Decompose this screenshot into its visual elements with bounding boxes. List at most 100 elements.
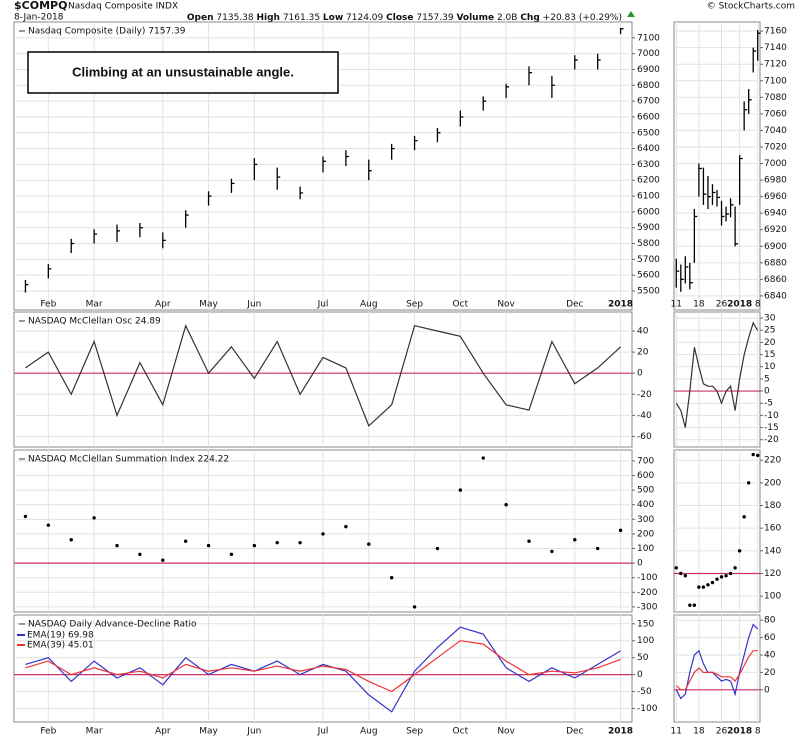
x-tick-label: 2018 bbox=[608, 300, 633, 310]
dot bbox=[724, 574, 728, 578]
y-tick-label: 140 bbox=[764, 546, 781, 556]
up-arrow bbox=[627, 11, 635, 17]
quote-label: High bbox=[256, 13, 279, 23]
y-tick-label: 100 bbox=[637, 636, 654, 646]
x-tick-label: Nov bbox=[497, 300, 515, 310]
y-tick-label: 5500 bbox=[637, 287, 660, 297]
y-tick-label: -40 bbox=[637, 411, 652, 421]
dot bbox=[683, 574, 688, 578]
legend-label: EMA(19) 69.98 bbox=[27, 631, 94, 641]
y-tick-label: -60 bbox=[637, 432, 652, 442]
y-tick-label: 0 bbox=[764, 685, 770, 695]
y-tick-label: 0 bbox=[764, 387, 770, 397]
x-tick-label: Sep bbox=[406, 727, 423, 737]
y-tick-label: 7000 bbox=[764, 159, 787, 169]
x-tick-label: Jul bbox=[317, 727, 329, 737]
y-tick-label: 6400 bbox=[637, 144, 660, 154]
dot bbox=[697, 585, 701, 589]
panel-title: NASDAQ McClellan Summation Index 224.22 bbox=[28, 455, 229, 465]
x-tick-label: Oct bbox=[453, 727, 469, 737]
y-tick-label: 7040 bbox=[764, 126, 787, 136]
dot bbox=[595, 546, 600, 551]
quote: Open 7135.38 High 7161.35 Low 7124.09 Cl… bbox=[187, 13, 622, 23]
x-tick-label: Oct bbox=[453, 300, 469, 310]
y-tick-label: 20 bbox=[764, 668, 776, 678]
y-tick-label: 400 bbox=[637, 500, 654, 510]
y-tick-label: 160 bbox=[764, 524, 781, 534]
x-tick-label: 8 bbox=[755, 300, 761, 310]
dot bbox=[692, 603, 697, 607]
y-tick-label: 200 bbox=[764, 478, 781, 488]
dot bbox=[688, 603, 692, 607]
dot bbox=[573, 538, 577, 542]
dot bbox=[252, 543, 257, 548]
y-tick-label: 220 bbox=[764, 456, 781, 466]
y-tick-label: 60 bbox=[764, 633, 776, 643]
y-tick-label: 6800 bbox=[637, 81, 660, 91]
x-tick-label: Aug bbox=[360, 300, 378, 310]
y-tick-label: -50 bbox=[637, 687, 652, 697]
y-tick-label: 7160 bbox=[764, 27, 787, 37]
dot bbox=[527, 539, 531, 543]
y-tick-label: -100 bbox=[637, 704, 658, 714]
dot bbox=[92, 516, 96, 520]
line bbox=[675, 623, 759, 700]
dot bbox=[275, 540, 279, 545]
line bbox=[25, 626, 621, 713]
y-tick-label: 6900 bbox=[637, 65, 660, 75]
y-tick-label: 6100 bbox=[637, 192, 660, 202]
line bbox=[25, 640, 621, 693]
y-tick-label: 0 bbox=[637, 369, 643, 379]
symbol-name: Nasdaq Composite INDX bbox=[68, 2, 178, 12]
quote-value: 2.0B bbox=[497, 13, 518, 23]
dot bbox=[706, 583, 710, 587]
y-tick-label: 7100 bbox=[637, 33, 660, 43]
y-tick-label: 600 bbox=[637, 471, 654, 481]
dot bbox=[229, 552, 234, 557]
y-tick-label: 500 bbox=[637, 486, 654, 496]
panel bbox=[673, 449, 761, 613]
dot bbox=[161, 558, 165, 562]
x-tick-label: May bbox=[199, 727, 218, 737]
dot bbox=[728, 571, 733, 576]
dot bbox=[746, 481, 751, 485]
quote-label: Volume bbox=[456, 13, 494, 23]
panel bbox=[673, 21, 761, 311]
line bbox=[675, 650, 758, 691]
annotation-box bbox=[27, 51, 339, 94]
y-tick-label: 120 bbox=[764, 569, 781, 579]
line bbox=[25, 324, 622, 427]
dot bbox=[504, 503, 508, 507]
y-tick-label: 0 bbox=[637, 670, 643, 680]
y-tick-label: 150 bbox=[637, 619, 654, 629]
dot bbox=[618, 528, 623, 533]
dot bbox=[435, 546, 440, 551]
y-tick-label: 5800 bbox=[637, 239, 660, 249]
x-tick-label: 11 bbox=[671, 727, 682, 737]
line bbox=[675, 321, 759, 428]
x-tick-label: Jun bbox=[246, 727, 261, 737]
y-tick-label: 100 bbox=[637, 544, 654, 554]
quote-value: 7161.35 bbox=[283, 13, 320, 23]
quote-label: Low bbox=[323, 13, 343, 23]
x-tick-label: Mar bbox=[86, 300, 103, 310]
dot bbox=[701, 585, 706, 589]
x-tick-label: Jul bbox=[317, 300, 329, 310]
y-tick-label: 5 bbox=[764, 374, 770, 384]
quote-value: +20.83 (+0.29%) bbox=[543, 13, 622, 23]
y-tick-label: 6200 bbox=[637, 176, 660, 186]
dot bbox=[389, 576, 394, 580]
y-tick-label: 100 bbox=[764, 592, 781, 602]
x-tick-label: 18 bbox=[693, 727, 705, 737]
dot bbox=[115, 543, 119, 548]
y-tick-label: -200 bbox=[637, 588, 658, 598]
y-tick-label: 180 bbox=[764, 501, 781, 511]
y-tick-label: 7100 bbox=[764, 76, 787, 86]
y-tick-label: -300 bbox=[637, 602, 658, 612]
quote-label: Close bbox=[386, 13, 413, 23]
date: 8-Jan-2018 bbox=[14, 13, 64, 23]
y-tick-label: 50 bbox=[637, 653, 649, 663]
dot bbox=[679, 571, 683, 576]
dot bbox=[344, 524, 348, 529]
